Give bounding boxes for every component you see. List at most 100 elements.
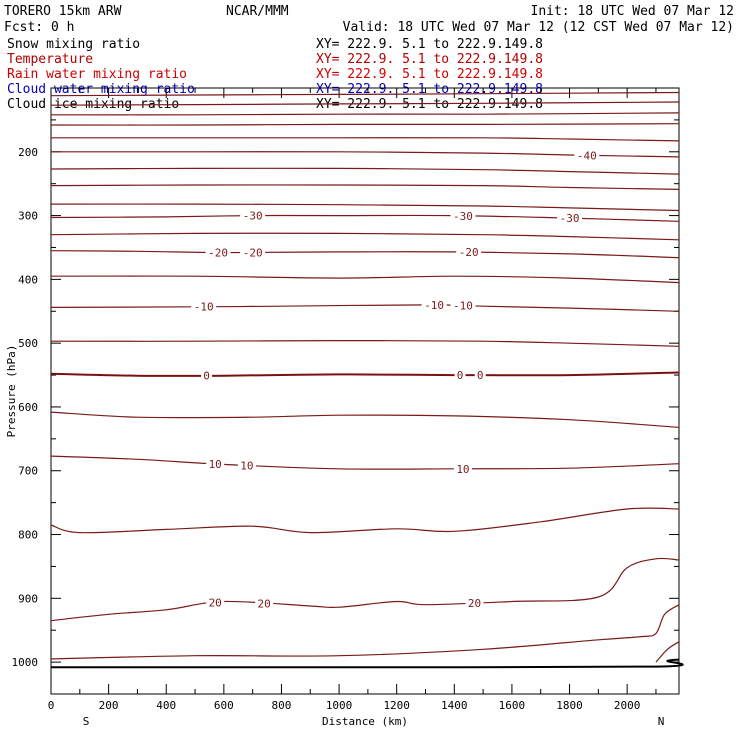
isotherm-line bbox=[50, 250, 680, 259]
contour-label-bg bbox=[474, 369, 486, 382]
x-tick-label: 200 bbox=[99, 699, 119, 712]
contour-label: 10 bbox=[456, 463, 469, 476]
plot-frame bbox=[50, 87, 680, 695]
ground-surface bbox=[50, 658, 684, 669]
contour-label-bg bbox=[453, 462, 472, 475]
contour-label-bg bbox=[421, 299, 447, 312]
contour-label: -10 bbox=[194, 301, 214, 314]
x-tick-label: 2000 bbox=[614, 699, 641, 712]
contour-label: -20 bbox=[459, 246, 479, 259]
contour-label: 0 bbox=[203, 370, 210, 383]
legend-xy: XY= 222.9. 5.1 to 222.9.149.8 bbox=[316, 97, 543, 112]
x-tick-label: 1400 bbox=[441, 699, 468, 712]
contour-label-bg bbox=[450, 299, 476, 312]
isotherm-line bbox=[50, 123, 680, 126]
y-tick-label: 400 bbox=[18, 273, 38, 286]
contour-label-bg bbox=[206, 596, 225, 609]
y-tick-label: 700 bbox=[18, 465, 38, 478]
contour-label-bg bbox=[456, 246, 482, 259]
legend-label: Cloud water mixing ratio bbox=[7, 82, 195, 97]
isotherm-line bbox=[51, 151, 680, 158]
contour-label-bg bbox=[240, 209, 266, 222]
isotherm-line bbox=[50, 214, 680, 222]
contour-label-bg bbox=[255, 597, 274, 610]
contour-label: -20 bbox=[208, 246, 228, 259]
y-tick-label: 1000 bbox=[12, 656, 39, 669]
legend-label: Temperature bbox=[7, 52, 93, 67]
center-name: NCAR/MMM bbox=[226, 4, 289, 19]
isotherm-line bbox=[50, 275, 680, 284]
contour-label-bg bbox=[465, 596, 484, 609]
isotherm-line bbox=[50, 101, 680, 106]
y-tick-label: 500 bbox=[18, 337, 38, 350]
x-tick-label: 1000 bbox=[326, 699, 353, 712]
contour-label: 10 bbox=[240, 459, 253, 472]
x-tick-label: 0 bbox=[48, 699, 55, 712]
y-tick-label: 800 bbox=[18, 529, 38, 542]
x-axis-label: Distance (km) bbox=[322, 715, 408, 728]
x-tick-label: 1200 bbox=[383, 699, 410, 712]
contour-label-bg bbox=[201, 369, 213, 382]
contour-label: 10 bbox=[209, 458, 222, 471]
contour-label: -30 bbox=[453, 210, 473, 223]
contour-label: -10 bbox=[453, 300, 473, 313]
contour-label-bg bbox=[206, 457, 225, 470]
contour-label-bg bbox=[205, 246, 231, 259]
isotherm-line bbox=[50, 455, 680, 470]
isotherm-line bbox=[50, 557, 680, 622]
contour-label-bg bbox=[240, 246, 266, 259]
x-tick-label: 800 bbox=[272, 699, 292, 712]
contour-label: 0 bbox=[457, 369, 464, 382]
x-tick-label: 600 bbox=[214, 699, 234, 712]
contour-label-bg bbox=[237, 459, 256, 472]
contour-label-bg bbox=[574, 149, 600, 162]
contour-label: -10 bbox=[424, 299, 444, 312]
x-tick-label: 1800 bbox=[556, 699, 583, 712]
contour-label: 20 bbox=[258, 598, 271, 611]
valid-time: Valid: 18 UTC Wed 07 Mar 12 (12 CST Wed … bbox=[343, 20, 734, 35]
isotherm-line bbox=[50, 232, 680, 241]
init-time: Init: 18 UTC Wed 07 Mar 12 bbox=[531, 4, 735, 19]
y-tick-label: 200 bbox=[18, 146, 38, 159]
contour-label-bg bbox=[450, 209, 476, 222]
contour-label: -40 bbox=[577, 149, 597, 162]
legend-label: Snow mixing ratio bbox=[7, 37, 140, 52]
x-tick-label: 400 bbox=[156, 699, 176, 712]
y-tick-label: 900 bbox=[18, 592, 38, 605]
isotherm-line bbox=[50, 203, 680, 212]
y-axis-label: Pressure (hPa) bbox=[5, 345, 18, 438]
contour-label: 20 bbox=[209, 597, 222, 610]
isotherm-line bbox=[50, 339, 680, 347]
contour-label: -30 bbox=[243, 210, 263, 223]
isotherm-line bbox=[50, 411, 680, 428]
isotherm-line bbox=[50, 304, 680, 312]
legend: Snow mixing ratio XY= 222.9. 5.1 to 222.9… bbox=[7, 37, 543, 112]
isotherm-line bbox=[50, 112, 680, 116]
isotherm-line bbox=[655, 641, 680, 663]
contour-label: 0 bbox=[477, 369, 484, 382]
legend-xy: XY= 222.9. 5.1 to 222.9.149.8 bbox=[316, 52, 543, 67]
x-tick-label: 1600 bbox=[499, 699, 526, 712]
axis-ticks: 0 200 400 600 800 1000 1200 1400 1600 1800 2000200… bbox=[12, 88, 679, 712]
contour-label: 20 bbox=[468, 597, 481, 610]
temperature-contours bbox=[50, 91, 680, 663]
contour-labels: -40-30 -30 -30-20 -20 -20-10 -10 -100 0 010 10 102… bbox=[191, 149, 600, 611]
legend-xy: XY= 222.9. 5.1 to 222.9.149.8 bbox=[316, 67, 543, 82]
x-start-label: S bbox=[83, 715, 90, 728]
y-tick-label: 300 bbox=[18, 210, 38, 223]
contour-label: -20 bbox=[243, 246, 263, 259]
ground-line bbox=[50, 658, 684, 669]
isotherm-line bbox=[50, 91, 680, 97]
contour-label: -30 bbox=[560, 212, 580, 225]
model-name: TORERO 15km ARW bbox=[4, 4, 122, 19]
y-tick-label: 600 bbox=[18, 401, 38, 414]
zero-isotherm-line bbox=[50, 371, 680, 377]
isotherm-line bbox=[50, 507, 680, 534]
x-end-label: N bbox=[658, 715, 665, 728]
legend-xy: XY= 222.9. 5.1 to 222.9.149.8 bbox=[316, 37, 543, 52]
contour-label-bg bbox=[557, 212, 583, 225]
isotherm-line bbox=[50, 604, 680, 660]
contour-label-bg bbox=[454, 369, 466, 382]
legend-label: Rain water mixing ratio bbox=[7, 67, 187, 82]
